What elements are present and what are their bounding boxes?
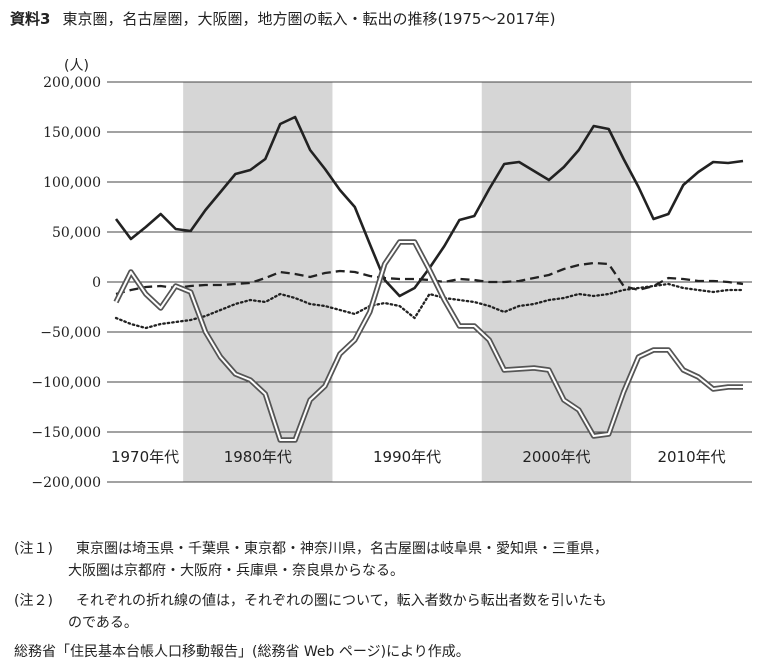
note-1: (注１) 東京圏は埼玉県・千葉県・東京都・神奈川県，名古屋圏は岐阜県・愛知県・三重… [14, 538, 608, 582]
decade-label: 1980年代 [224, 448, 292, 466]
series-line-3 [114, 282, 745, 330]
decade-label: 1990年代 [373, 448, 441, 466]
y-tick-label: 150,000 [43, 125, 101, 141]
note-2-line-1: それぞれの折れ線の値は，それぞれの圏について，転入者数から転出者数を引いたも [76, 593, 607, 609]
chart-title: 資料3 東京圏，名古屋圏，大阪圏，地方圏の転入・転出の推移(1975～2017年) [10, 8, 556, 29]
figure-title: 東京圏，名古屋圏，大阪圏，地方圏の転入・転出の推移(1975～2017年) [62, 10, 556, 28]
series-line-4-inner [115, 241, 743, 441]
decade-label: 1970年代 [111, 448, 179, 466]
y-tick-label: 0 [92, 275, 101, 291]
note-1-line-2: 大阪圏は京都府・大阪府・兵庫県・奈良県からなる。 [68, 563, 404, 579]
source-text: 総務省「住民基本台帳人口移動報告」(総務省 Web ページ)により作成。 [14, 644, 470, 660]
decade-label: 2000年代 [522, 448, 590, 466]
note-1-line-1: 東京圏は埼玉県・千葉県・東京都・神奈川県，名古屋圏は岐阜県・愛知県・三重県， [76, 541, 608, 557]
y-tick-label: 100,000 [43, 175, 101, 191]
source-note: 総務省「住民基本台帳人口移動報告」(総務省 Web ページ)により作成。 [14, 641, 470, 663]
legend-label-4: 地方圏 [662, 499, 707, 500]
note-2-tag: (注２) [14, 593, 53, 609]
y-tick-label: 200,000 [43, 75, 101, 91]
y-tick-label: −200,000 [31, 475, 101, 491]
note-1-tag: (注１) [14, 541, 53, 557]
y-tick-label: −100,000 [31, 375, 101, 391]
figure-label: 資料3 [10, 10, 51, 28]
y-tick-label: −50,000 [40, 325, 101, 341]
line-chart: 200,000 150,000 100,000 50,000 0 −50,000 −100,… [31, 58, 752, 500]
legend-label-1: 東京圏 [208, 499, 253, 500]
decade-label: 2010年代 [657, 448, 725, 466]
y-tick-label: 50,000 [52, 225, 101, 241]
legend-label-2: 名古屋圏 [350, 499, 410, 500]
note-2-line-2: のである。 [68, 615, 138, 631]
note-2: (注２) それぞれの折れ線の値は，それぞれの圏について，転入者数から転出者数を引い… [14, 590, 607, 634]
y-axis-label: (人) [64, 58, 89, 74]
series-line-2 [115, 261, 744, 296]
legend-label-3: 大阪圏 [518, 499, 563, 500]
y-tick-label: −150,000 [31, 425, 101, 441]
